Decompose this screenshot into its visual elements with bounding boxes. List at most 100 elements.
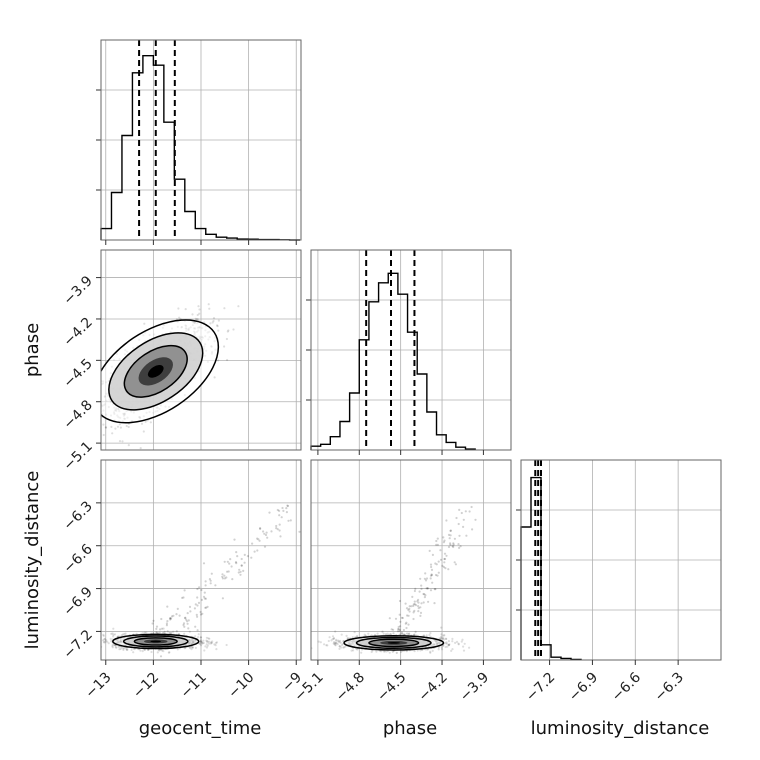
scatter-point <box>419 611 423 615</box>
scatter-point <box>170 615 174 618</box>
scatter-point <box>178 614 181 617</box>
scatter-point <box>286 504 289 507</box>
scatter-point <box>112 635 115 638</box>
scatter-point <box>197 601 201 605</box>
scatter-point <box>194 625 197 628</box>
scatter-point <box>447 568 450 571</box>
scatter-point <box>113 633 117 636</box>
scatter-point <box>221 575 224 578</box>
scatter-point <box>281 506 284 510</box>
scatter-point <box>111 432 114 435</box>
scatter-point <box>119 426 122 429</box>
scatter-point <box>445 641 448 644</box>
x-tick-label: −13 <box>82 670 114 702</box>
scatter-point <box>199 636 203 639</box>
scatter-point <box>429 563 433 566</box>
scatter-point <box>401 616 404 620</box>
scatter-point <box>121 633 125 636</box>
scatter-point <box>214 584 217 587</box>
scatter-point <box>334 642 337 645</box>
scatter-point <box>412 604 415 608</box>
scatter-point <box>158 631 161 634</box>
scatter-point <box>199 610 202 614</box>
scatter-point <box>443 557 446 561</box>
scatter-point <box>141 632 144 635</box>
scatter-point <box>461 638 464 641</box>
scatter-point <box>207 642 211 645</box>
scatter-point <box>442 536 445 539</box>
scatter-point <box>110 632 113 636</box>
scatter-point <box>183 625 186 628</box>
scatter-point <box>243 561 246 564</box>
scatter-point <box>239 573 242 576</box>
scatter-point <box>184 308 187 311</box>
x-axis-label-phase: phase <box>383 718 437 739</box>
scatter-point <box>383 650 386 653</box>
scatter-point <box>187 619 190 622</box>
scatter-point <box>426 587 429 590</box>
scatter-point <box>196 604 199 607</box>
scatter-points <box>56 303 240 450</box>
scatter-point <box>85 429 87 431</box>
scatter-point <box>217 359 220 362</box>
scatter-point <box>209 579 212 582</box>
scatter-point <box>410 605 413 608</box>
scatter-point <box>445 554 448 557</box>
scatter-point <box>56 429 58 431</box>
scatter-point <box>169 617 172 620</box>
scatter-point <box>440 637 443 640</box>
scatter-point <box>323 643 326 646</box>
scatter-point <box>205 636 208 639</box>
scatter-point <box>200 641 203 644</box>
scatter-point <box>441 648 444 651</box>
scatter-point <box>123 632 126 636</box>
scatter-point <box>242 569 245 573</box>
scatter-point <box>449 529 452 533</box>
scatter-point <box>221 577 224 580</box>
scatter-point <box>172 614 175 617</box>
scatter-panel-phase-vs-luminosity_distance <box>310 459 512 661</box>
scatter-point <box>253 550 256 553</box>
scatter-point <box>405 650 408 653</box>
scatter-point <box>408 632 411 635</box>
scatter-point <box>191 646 195 649</box>
scatter-point <box>427 600 430 603</box>
y-tick-label: −6.3 <box>60 498 95 533</box>
scatter-point <box>206 644 209 647</box>
scatter-point <box>103 638 106 641</box>
scatter-point <box>204 597 207 600</box>
scatter-point <box>155 627 158 631</box>
scatter-point <box>99 639 101 641</box>
x-tick-label: −10 <box>225 670 257 702</box>
scatter-point <box>286 504 290 508</box>
scatter-point <box>167 651 170 654</box>
scatter-point <box>199 636 202 639</box>
scatter-point <box>199 640 202 643</box>
scatter-point <box>64 408 66 410</box>
scatter-point <box>420 602 423 605</box>
scatter-point <box>203 597 206 600</box>
scatter-point <box>332 642 335 645</box>
scatter-point <box>268 511 271 514</box>
scatter-point <box>452 543 455 546</box>
density-contour <box>147 364 164 378</box>
scatter-point <box>161 649 164 652</box>
scatter-point <box>259 527 262 530</box>
scatter-point <box>464 510 467 513</box>
scatter-point <box>186 612 189 615</box>
scatter-point <box>216 324 219 327</box>
scatter-point <box>451 637 454 641</box>
scatter-point <box>110 640 113 643</box>
scatter-point <box>443 539 446 542</box>
scatter-point <box>414 587 417 591</box>
y-axis-label-phase: phase <box>22 323 43 377</box>
scatter-point <box>386 632 389 635</box>
scatter-point <box>395 651 398 655</box>
scatter-point <box>444 645 447 649</box>
scatter-point <box>435 543 438 546</box>
scatter-point <box>424 594 427 597</box>
scatter-point <box>213 643 216 646</box>
scatter-point <box>423 593 426 596</box>
scatter-point <box>150 650 153 654</box>
scatter-point <box>102 640 105 644</box>
